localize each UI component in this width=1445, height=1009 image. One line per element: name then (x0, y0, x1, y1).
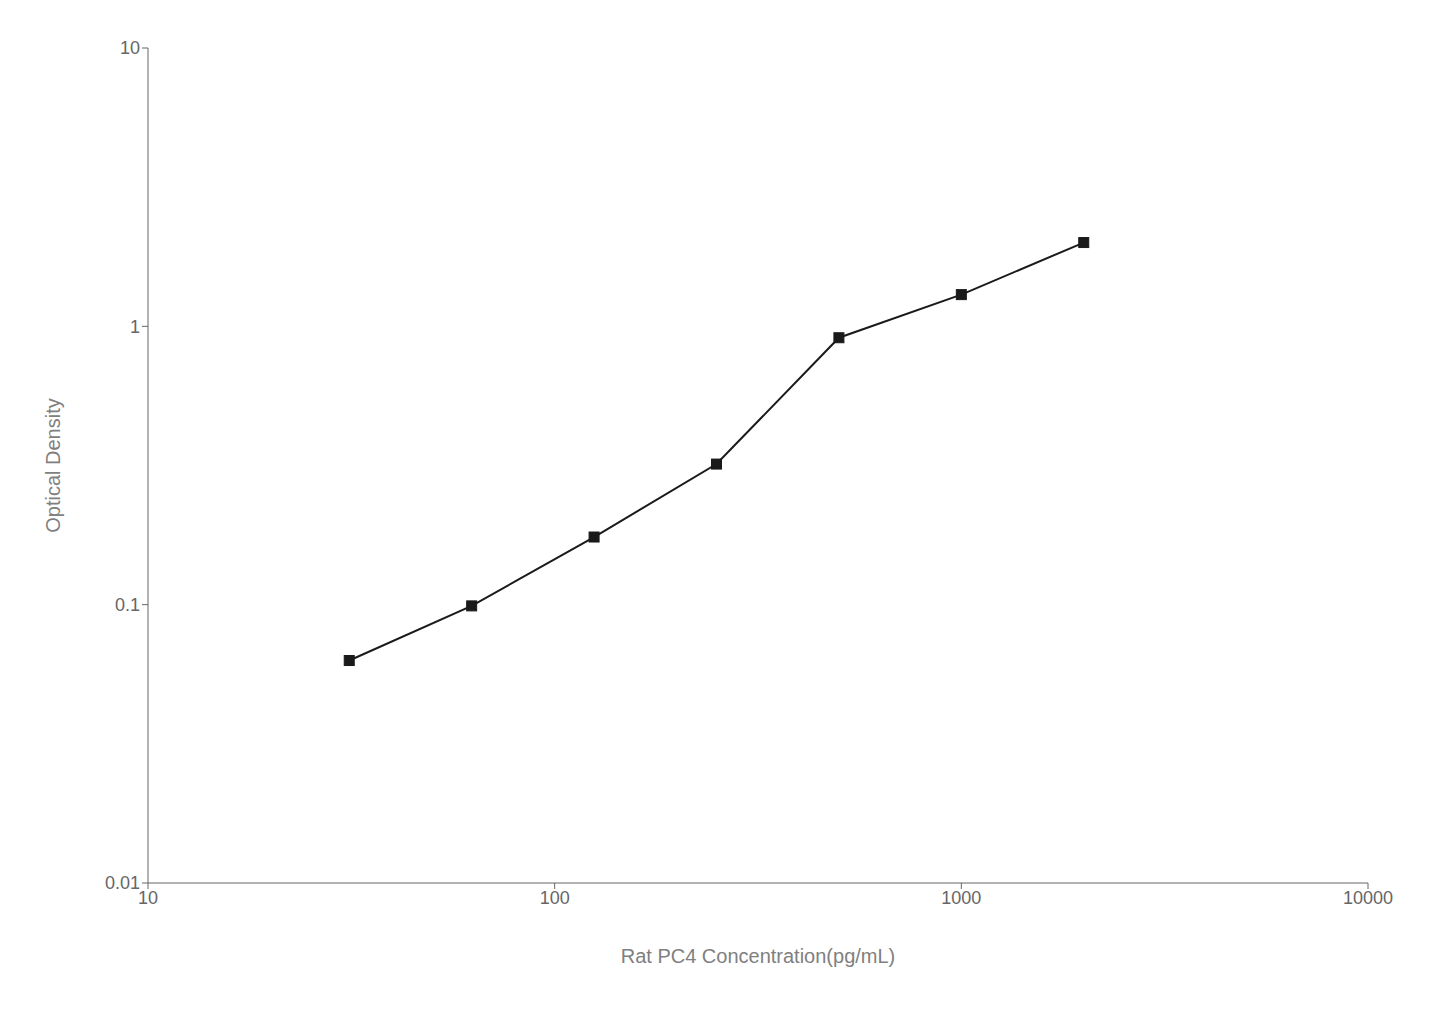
svg-text:10000: 10000 (1343, 888, 1393, 908)
svg-text:100: 100 (540, 888, 570, 908)
svg-text:1: 1 (130, 317, 140, 337)
svg-text:0.01: 0.01 (105, 873, 140, 893)
svg-text:1000: 1000 (941, 888, 981, 908)
svg-text:0.1: 0.1 (115, 595, 140, 615)
svg-text:Optical Density: Optical Density (42, 398, 64, 533)
svg-text:10: 10 (138, 888, 158, 908)
svg-text:10: 10 (120, 38, 140, 58)
svg-text:Rat PC4 Concentration(pg/mL): Rat PC4 Concentration(pg/mL) (621, 945, 896, 967)
